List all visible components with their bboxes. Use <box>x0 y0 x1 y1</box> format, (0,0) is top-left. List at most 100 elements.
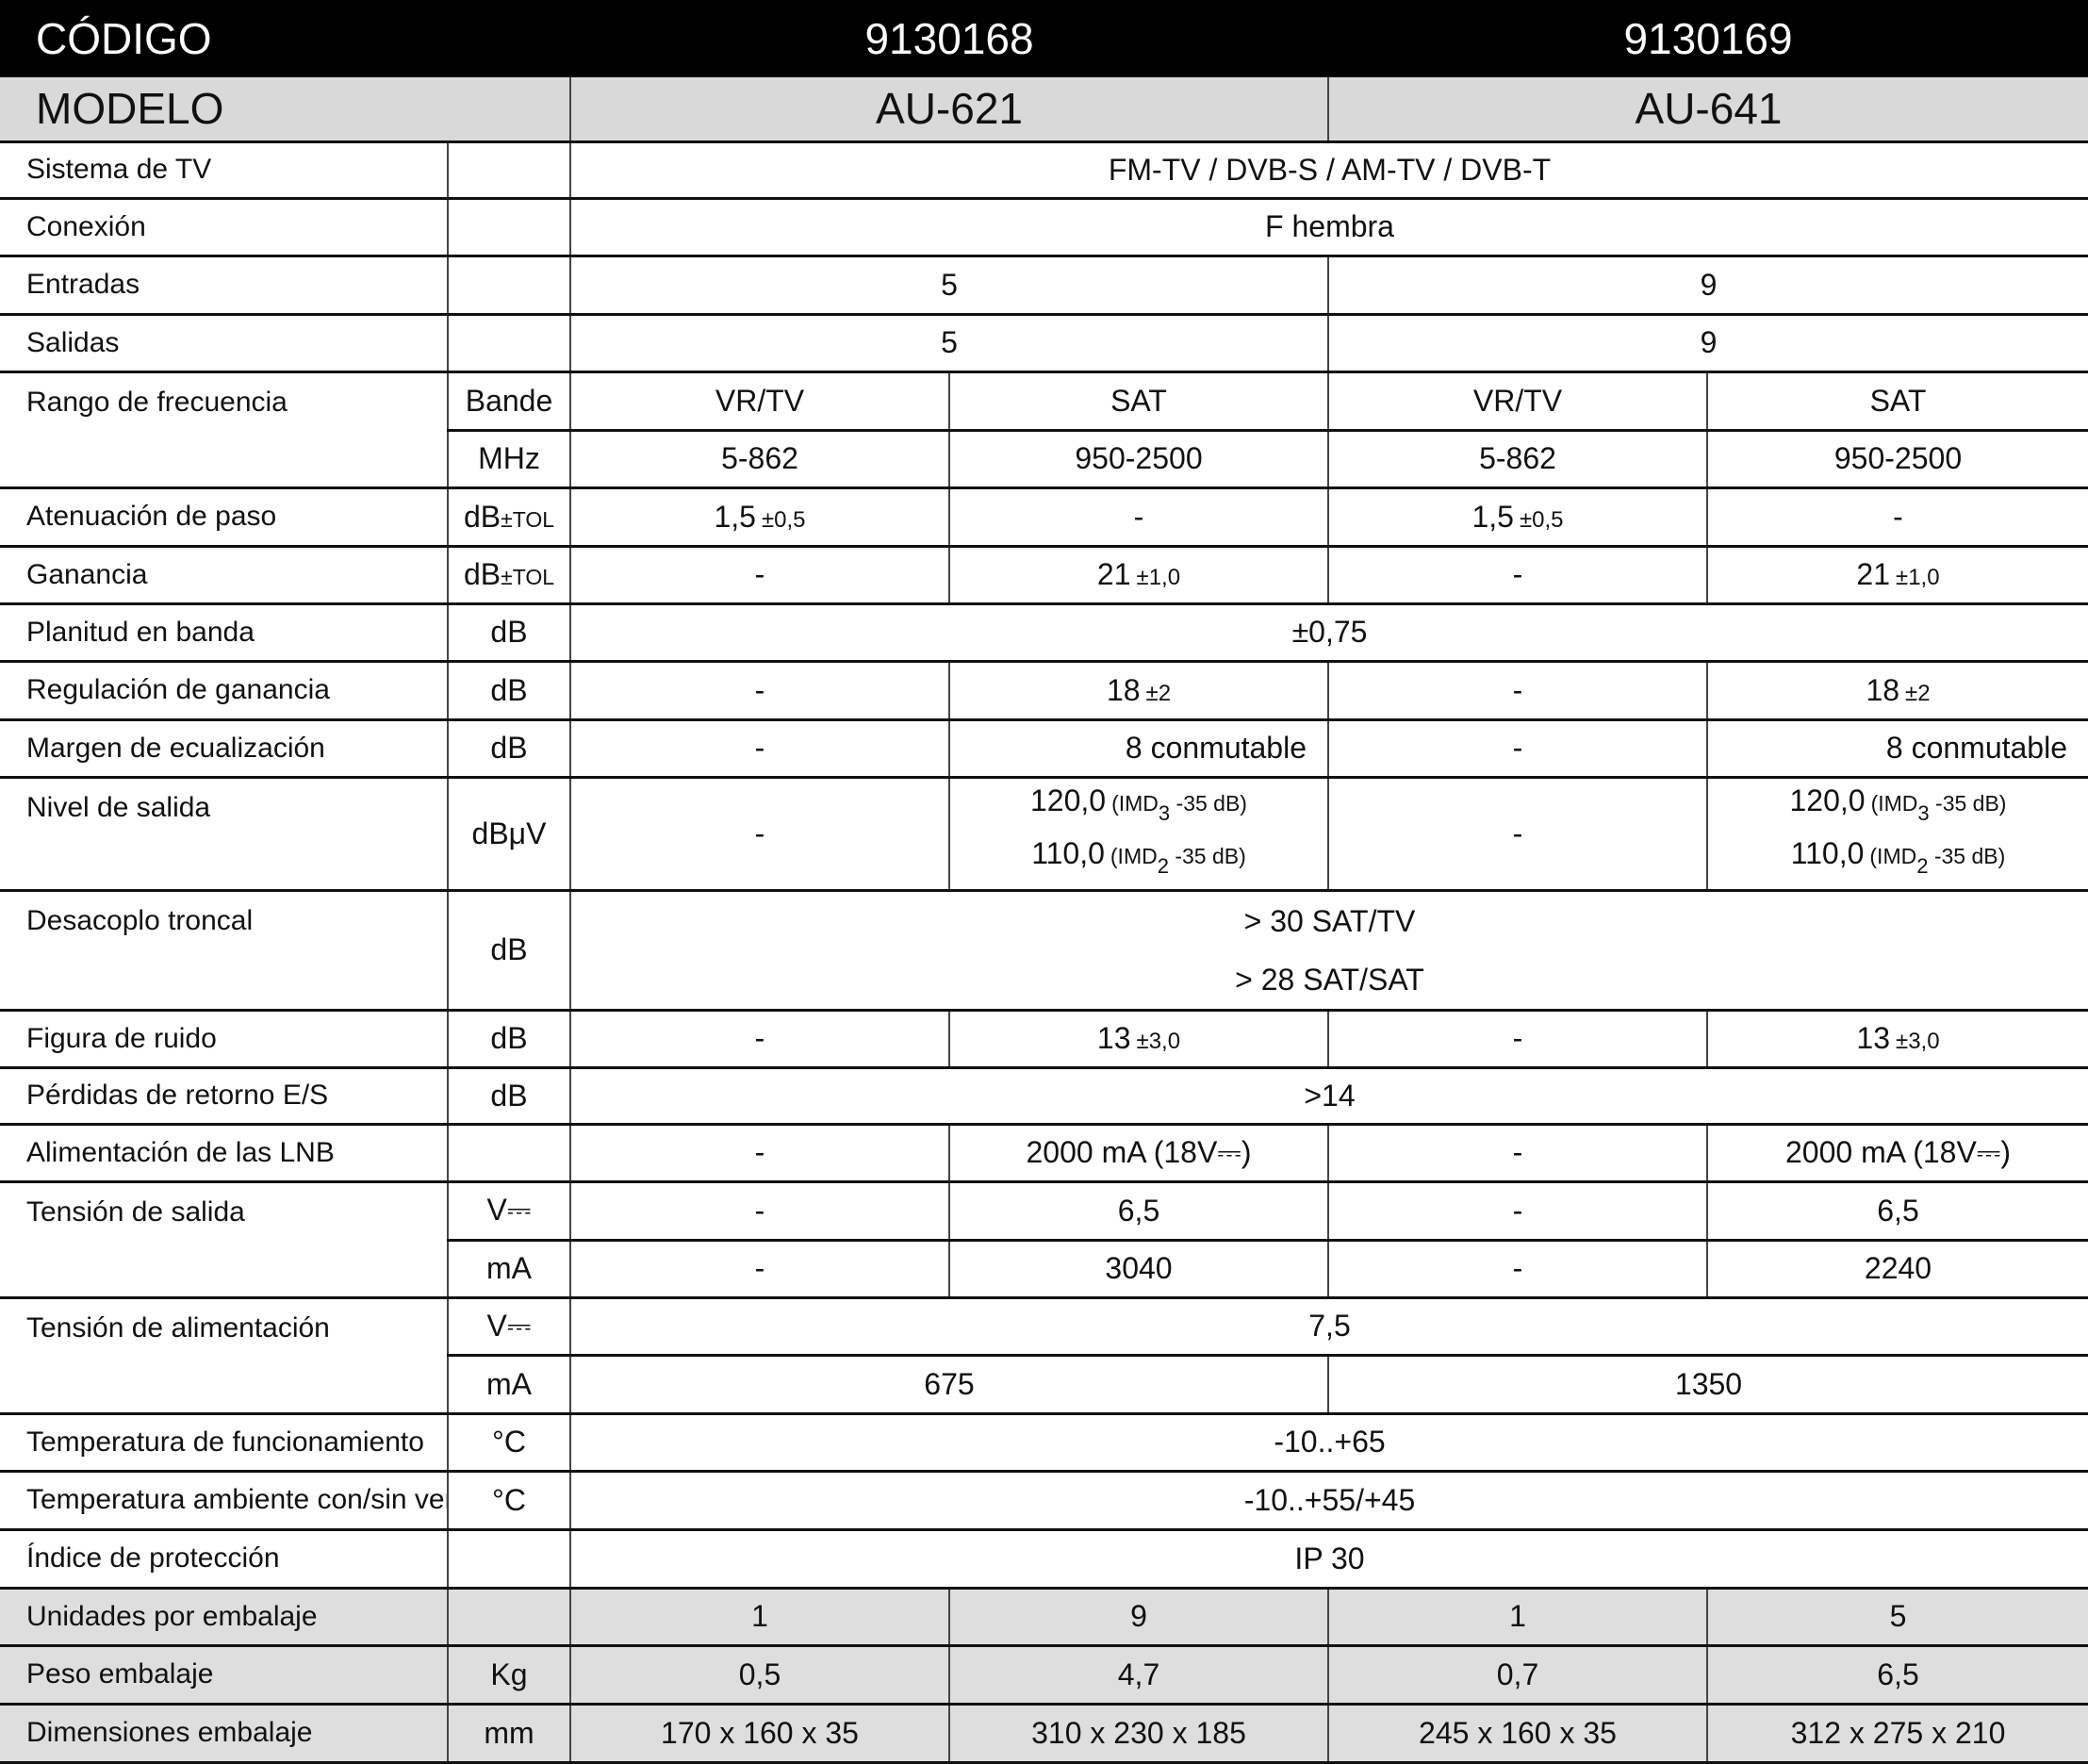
unit-cell: dB±TOL <box>447 544 571 605</box>
value-cell: 1,5 ±0,5 <box>1327 486 1708 548</box>
tolerance-text: ±2 <box>1145 680 1172 706</box>
value-text: >14 <box>1304 1078 1356 1113</box>
value-cell: - <box>1327 717 1708 779</box>
row-label: Temperatura de funcionamiento <box>0 1411 449 1473</box>
value-text: > 28 SAT/SAT <box>1235 962 1424 997</box>
value-cell: 950-2500 <box>1706 428 2088 489</box>
spec-row: Margen de ecualización dB - 8 conmutable - 8 … <box>0 717 2088 779</box>
value-text: - <box>754 731 765 765</box>
tolerance-text: ±2 <box>1905 680 1931 706</box>
spec-row: MHz 5-862 950-2500 5-862 950-2500 <box>0 428 2088 489</box>
spec-row: Dimensiones embalaje mm 170 x 160 x 35 310 … <box>0 1702 2088 1764</box>
tolerance-text: ±0,5 <box>761 506 806 533</box>
value-cell: - <box>569 1238 950 1299</box>
value-cell: 5 <box>1706 1586 2088 1647</box>
value-cell: 21 ±1,0 <box>1706 544 2088 605</box>
value-text: 13 <box>1096 1021 1131 1055</box>
unit-cell: dBμV <box>447 775 571 892</box>
row-label: Tensión de alimentación <box>0 1295 449 1415</box>
value-text: 950-2500 <box>1075 441 1203 475</box>
value-text: 312 x 275 x 210 <box>1790 1715 2006 1750</box>
value-text: 21 <box>1096 557 1131 591</box>
imd-note: (IMD2 -35 dB) <box>1869 844 2006 878</box>
unit-cell: mA <box>447 1353 571 1415</box>
unit-cell: dB <box>447 888 571 1012</box>
value-cell: - <box>569 659 950 721</box>
value-cell: 8 conmutable <box>1706 717 2088 779</box>
value-text: IP 30 <box>1294 1541 1365 1575</box>
row-label: Unidades por embalaje <box>0 1586 449 1647</box>
value-text: - <box>754 672 765 707</box>
value-cell: -10..+55/+45 <box>569 1469 2088 1531</box>
row-label: Nivel de salida <box>0 775 449 892</box>
imd-note-text: -35 dB) <box>1928 844 2006 868</box>
value-text: SAT <box>1110 383 1167 418</box>
value-text: - <box>1512 731 1523 765</box>
unit-cell: dB <box>447 717 571 779</box>
value-cell: SAT <box>948 370 1329 432</box>
code-9130169: 9130169 <box>1328 0 2088 77</box>
code-row: CÓDIGO 9130168 9130169 <box>0 0 2088 77</box>
value-text: 6,5 <box>1877 1193 1919 1228</box>
value-cell: - <box>569 1008 950 1069</box>
unit-text: dB <box>490 672 528 707</box>
unit-cell: dB <box>447 1065 571 1126</box>
tolerance-text: ±1,0 <box>1136 565 1181 590</box>
tolerance-text: ±3,0 <box>1136 1029 1181 1054</box>
imd-subscript: 2 <box>1916 854 1929 878</box>
value-text: 1,5 <box>1471 499 1514 534</box>
spec-row: Peso embalaje Kg 0,5 4,7 0,7 6,5 <box>0 1643 2088 1706</box>
model-au-621: AU-621 <box>569 77 1329 143</box>
row-label: Atenuación de paso <box>0 486 449 548</box>
imd-note: (IMD3 -35 dB) <box>1871 791 2007 825</box>
value-cell: - <box>1327 1122 1708 1183</box>
value-text: 2240 <box>1864 1251 1932 1285</box>
value-text: 9 <box>1700 267 1718 302</box>
value-cell: F hembra <box>569 196 2088 257</box>
value-text: 110,0 <box>1031 836 1105 870</box>
row-label: Planitud en banda <box>0 602 449 663</box>
value-cell: 120,0 (IMD3 -35 dB) 110,0 (IMD2 -35 dB) <box>948 775 1329 892</box>
unit-text: mm <box>484 1715 534 1750</box>
spec-row: Alimentación de las LNB - 2000 mA (18V⎓) - 2… <box>0 1122 2088 1183</box>
value-line: 120,0 (IMD3 -35 dB) <box>951 781 1326 833</box>
value-text: 9 <box>1700 325 1718 359</box>
model-au-641: AU-641 <box>1327 77 2088 143</box>
value-cell: - <box>1327 659 1708 721</box>
row-label: Ganancia <box>0 544 449 605</box>
value-cell: VR/TV <box>569 370 950 432</box>
imd-subscript: 3 <box>1917 801 1930 825</box>
value-text: - <box>754 1135 765 1169</box>
value-text: 1 <box>1509 1599 1526 1633</box>
value-cell: 21 ±1,0 <box>948 544 1329 605</box>
value-cell: - <box>1327 775 1708 892</box>
imd-note-text: (IMD <box>1110 844 1158 868</box>
value-cell: 675 <box>569 1353 1329 1415</box>
spec-row: Unidades por embalaje 1 9 1 5 <box>0 1586 2088 1647</box>
row-label: Sistema de TV <box>0 140 449 200</box>
value-text: VR/TV <box>715 383 805 418</box>
unit-cell <box>447 140 571 200</box>
value-text: 2000 mA (18V⎓) <box>1785 1134 2011 1169</box>
value-text: 5-862 <box>1479 441 1556 475</box>
value-cell: 2240 <box>1706 1238 2088 1299</box>
unit-tolerance: ±TOL <box>501 565 555 589</box>
value-cell: - <box>569 1122 950 1183</box>
spec-row: Rango de frecuencia Bande VR/TV SAT VR/TV SAT <box>0 370 2088 489</box>
unit-cell: dB±TOL <box>447 486 571 548</box>
spec-row: Sistema de TV FM-TV / DVB-S / AM-TV / DVB… <box>0 140 2088 200</box>
spec-row: Figura de ruido dB -13 ±3,0-13 ±3,0 <box>0 1008 2088 1069</box>
value-cell: 9 <box>948 1586 1329 1647</box>
imd-note: (IMD3 -35 dB) <box>1111 791 1247 825</box>
unit-text: °C <box>492 1482 526 1517</box>
value-text: 9 <box>1130 1599 1147 1633</box>
row-label: Dimensiones embalaje <box>0 1702 449 1764</box>
value-text: - <box>754 816 765 850</box>
value-cell: 170 x 160 x 35 <box>569 1702 950 1764</box>
value-text: 5 <box>941 267 958 302</box>
unit-cell: °C <box>447 1469 571 1531</box>
value-cell: 9 <box>1327 312 2088 373</box>
value-text: 21 <box>1856 557 1891 591</box>
spec-row: Atenuación de paso dB±TOL 1,5 ±0,5-1,5 ±0,5- <box>0 486 2088 548</box>
value-text: FM-TV / DVB-S / AM-TV / DVB-T <box>1108 152 1552 187</box>
